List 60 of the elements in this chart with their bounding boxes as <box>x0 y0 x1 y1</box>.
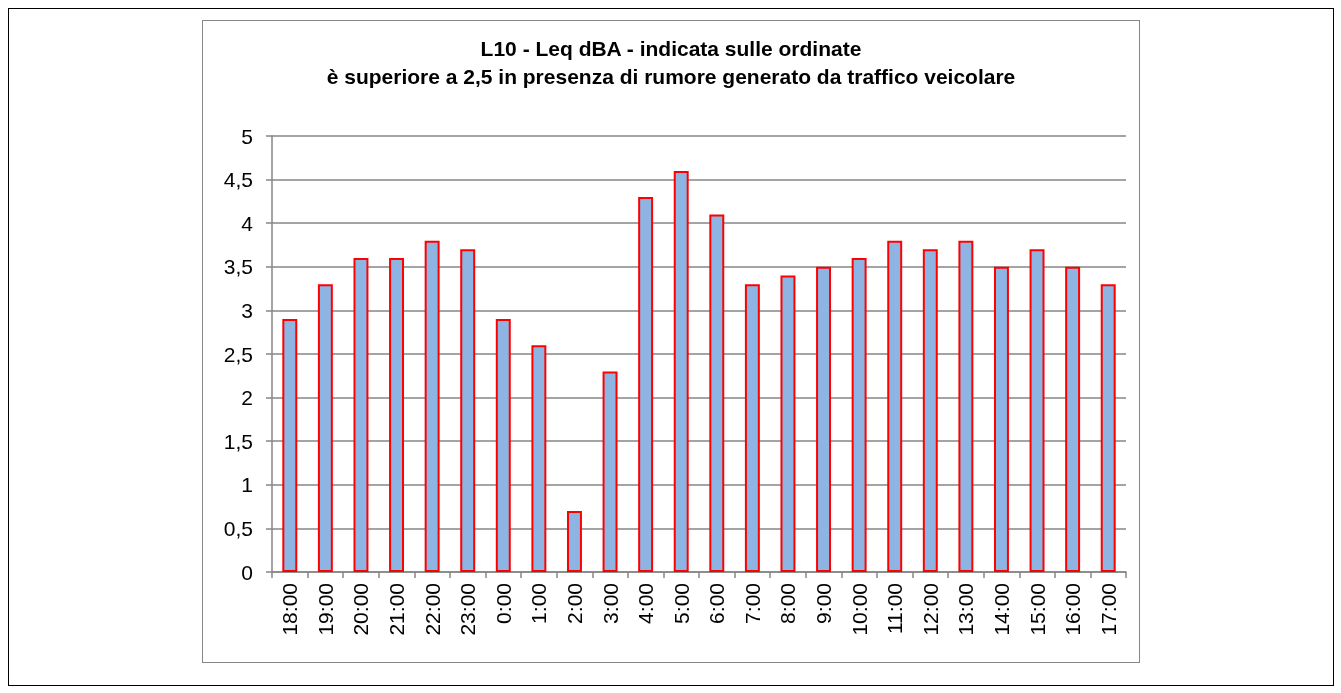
x-tick-label: 17:00 <box>1096 583 1120 636</box>
x-tick-label: 2:00 <box>562 583 586 624</box>
x-tick-label: 3:00 <box>598 583 622 624</box>
y-tick-label: 2 <box>241 386 253 410</box>
x-tick-label: 0:00 <box>491 583 515 624</box>
bar <box>887 240 903 572</box>
x-tick-label: 12:00 <box>918 583 942 636</box>
bar <box>958 240 974 572</box>
x-tick-label: 10:00 <box>847 583 871 636</box>
bar <box>495 319 511 572</box>
x-tick-label: 6:00 <box>705 583 729 624</box>
y-tick-label: 1 <box>241 473 253 497</box>
bar <box>673 170 689 572</box>
x-tick-label: 14:00 <box>989 583 1013 636</box>
bar <box>424 240 440 572</box>
bar <box>816 266 832 572</box>
bar <box>389 258 405 572</box>
bar <box>602 371 618 572</box>
y-tick-label: 0,5 <box>223 516 253 540</box>
bar <box>566 510 582 572</box>
x-tick-label: 13:00 <box>954 583 978 636</box>
x-tick-label: 9:00 <box>812 583 836 624</box>
bar <box>353 258 369 572</box>
y-tick-label: 5 <box>241 124 253 148</box>
bar <box>744 284 760 572</box>
y-tick-label: 4,5 <box>223 168 253 192</box>
x-tick-label: 5:00 <box>669 583 693 624</box>
y-tick-label: 2,5 <box>223 342 253 366</box>
y-tick-label: 3 <box>241 298 253 322</box>
x-tick-label: 15:00 <box>1025 583 1049 636</box>
x-tick-label: 21:00 <box>385 583 409 636</box>
bar <box>993 266 1009 572</box>
bar <box>282 319 298 572</box>
x-tick-label: 7:00 <box>740 583 764 624</box>
x-tick-label: 18:00 <box>278 583 302 636</box>
x-tick-label: 1:00 <box>527 583 551 624</box>
y-tick-label: 3,5 <box>223 255 253 279</box>
y-tick-label: 0 <box>241 560 253 584</box>
x-tick-label: 19:00 <box>313 583 337 636</box>
chart-title: L10 - Leq dBA - indicata sulle ordinate è superiore a 2,5 in presenza di rumore generato da traffico veicolare <box>326 36 1016 88</box>
y-tick-label: 4 <box>241 211 254 235</box>
bar <box>851 258 867 572</box>
bar <box>317 284 333 572</box>
bar <box>1029 249 1045 572</box>
x-tick-label: 8:00 <box>776 583 800 624</box>
x-tick-label: 16:00 <box>1061 583 1085 636</box>
bar <box>531 345 547 572</box>
x-tick-label: 20:00 <box>349 583 373 636</box>
y-tick-label: 1,5 <box>223 429 253 453</box>
bar <box>1065 266 1081 572</box>
x-tick-label: 22:00 <box>420 583 444 636</box>
bar <box>922 249 938 572</box>
x-tick-label: 4:00 <box>634 583 658 624</box>
bar <box>1100 284 1116 572</box>
bar <box>638 197 654 572</box>
x-tick-label: 11:00 <box>883 583 907 634</box>
bar <box>780 275 796 572</box>
bar <box>460 249 476 572</box>
x-tick-label: 23:00 <box>456 583 480 636</box>
bar <box>709 214 725 572</box>
